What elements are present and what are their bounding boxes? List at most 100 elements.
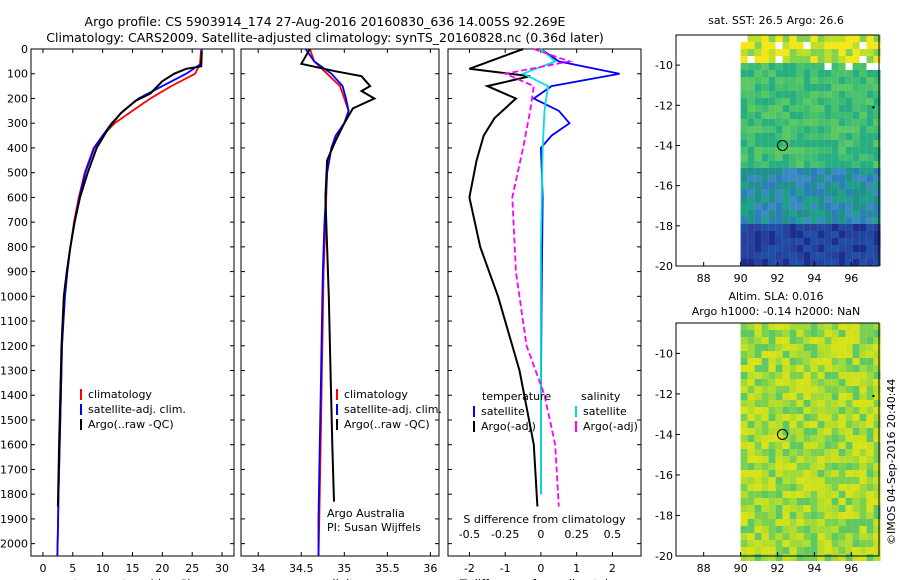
map-cell xyxy=(755,428,762,435)
map-cell xyxy=(853,484,860,491)
map-cell xyxy=(832,259,839,266)
map-cell xyxy=(748,210,755,217)
map-cell xyxy=(769,421,776,428)
salinity-panel: 3434.53535.536salinityclimatologysatelli… xyxy=(241,49,442,580)
map-cell xyxy=(811,49,818,56)
map-cell xyxy=(762,456,769,463)
map-cell xyxy=(804,330,811,337)
map-cell xyxy=(776,154,783,161)
map-cell xyxy=(846,491,853,498)
map-cell xyxy=(839,252,846,259)
map-cell xyxy=(783,344,790,351)
map-cell xyxy=(741,519,748,526)
map-cell xyxy=(818,526,825,533)
map-cell xyxy=(762,442,769,449)
map-cell xyxy=(783,505,790,512)
map-cell xyxy=(867,547,874,554)
map-cell xyxy=(832,203,839,210)
map-cell xyxy=(811,231,818,238)
map-cell xyxy=(776,379,783,386)
map-cell xyxy=(762,547,769,554)
map-cell xyxy=(818,484,825,491)
map-cell xyxy=(755,203,762,210)
map-cell xyxy=(755,161,762,168)
map-cell xyxy=(832,358,839,365)
map-cell xyxy=(839,133,846,140)
map-cell xyxy=(797,554,804,561)
map-cell xyxy=(846,505,853,512)
map-cell xyxy=(825,259,832,266)
map-cell xyxy=(853,238,860,245)
map-cell xyxy=(811,519,818,526)
map-cell xyxy=(797,491,804,498)
map-cell xyxy=(853,84,860,91)
map-cell xyxy=(867,442,874,449)
top-tick-label: -0.5 xyxy=(459,528,480,541)
map-cell xyxy=(790,189,797,196)
map-cell xyxy=(846,456,853,463)
map-cell xyxy=(811,407,818,414)
map-cell xyxy=(846,175,853,182)
map-cell xyxy=(748,379,755,386)
map-cell xyxy=(755,456,762,463)
map-cell xyxy=(825,175,832,182)
map-cell xyxy=(741,442,748,449)
map-cell xyxy=(874,526,881,533)
map-cell xyxy=(755,526,762,533)
legend-title: temperature xyxy=(482,390,551,403)
map-cell xyxy=(797,414,804,421)
map-cell xyxy=(853,105,860,112)
map-cell xyxy=(874,344,881,351)
map-cell xyxy=(741,407,748,414)
map-cell xyxy=(783,70,790,77)
map-cell xyxy=(797,140,804,147)
map-cell xyxy=(741,358,748,365)
map-cell xyxy=(853,351,860,358)
map-cell xyxy=(832,428,839,435)
map-cell xyxy=(776,365,783,372)
map-cell xyxy=(832,463,839,470)
map-x-tick-label: 96 xyxy=(844,562,858,575)
map-cell xyxy=(860,442,867,449)
map-cell xyxy=(867,203,874,210)
map-cell xyxy=(874,70,881,77)
map-cell xyxy=(853,182,860,189)
map-cell xyxy=(860,119,867,126)
map-cell xyxy=(860,470,867,477)
map-cell xyxy=(741,351,748,358)
map-cell xyxy=(832,526,839,533)
x-tick-label: -2 xyxy=(464,562,475,575)
map-cell xyxy=(818,330,825,337)
map-cell xyxy=(867,512,874,519)
map-cell xyxy=(832,217,839,224)
map-cell xyxy=(811,456,818,463)
map-cell xyxy=(867,379,874,386)
map-x-tick-label: 88 xyxy=(697,272,711,285)
top-tick-label: 0.25 xyxy=(564,528,589,541)
map-cell xyxy=(776,337,783,344)
map-cell xyxy=(825,147,832,154)
map-cell xyxy=(797,533,804,540)
map-cell xyxy=(832,231,839,238)
map-cell xyxy=(748,259,755,266)
map-cell xyxy=(874,245,881,252)
map-cell xyxy=(818,491,825,498)
map-cell xyxy=(797,435,804,442)
map-cell xyxy=(804,379,811,386)
map-cell xyxy=(797,365,804,372)
map-cell xyxy=(825,168,832,175)
map-cell xyxy=(839,35,846,42)
map-cell xyxy=(846,70,853,77)
map-cell xyxy=(769,98,776,105)
map-cell xyxy=(776,400,783,407)
map-cell xyxy=(818,421,825,428)
map-cell xyxy=(790,119,797,126)
map-cell xyxy=(839,259,846,266)
map-cell xyxy=(832,245,839,252)
map-cell xyxy=(741,393,748,400)
map-cell xyxy=(776,196,783,203)
map-cell xyxy=(839,351,846,358)
map-cell xyxy=(818,252,825,259)
map-cell xyxy=(762,540,769,547)
map-cell xyxy=(846,337,853,344)
